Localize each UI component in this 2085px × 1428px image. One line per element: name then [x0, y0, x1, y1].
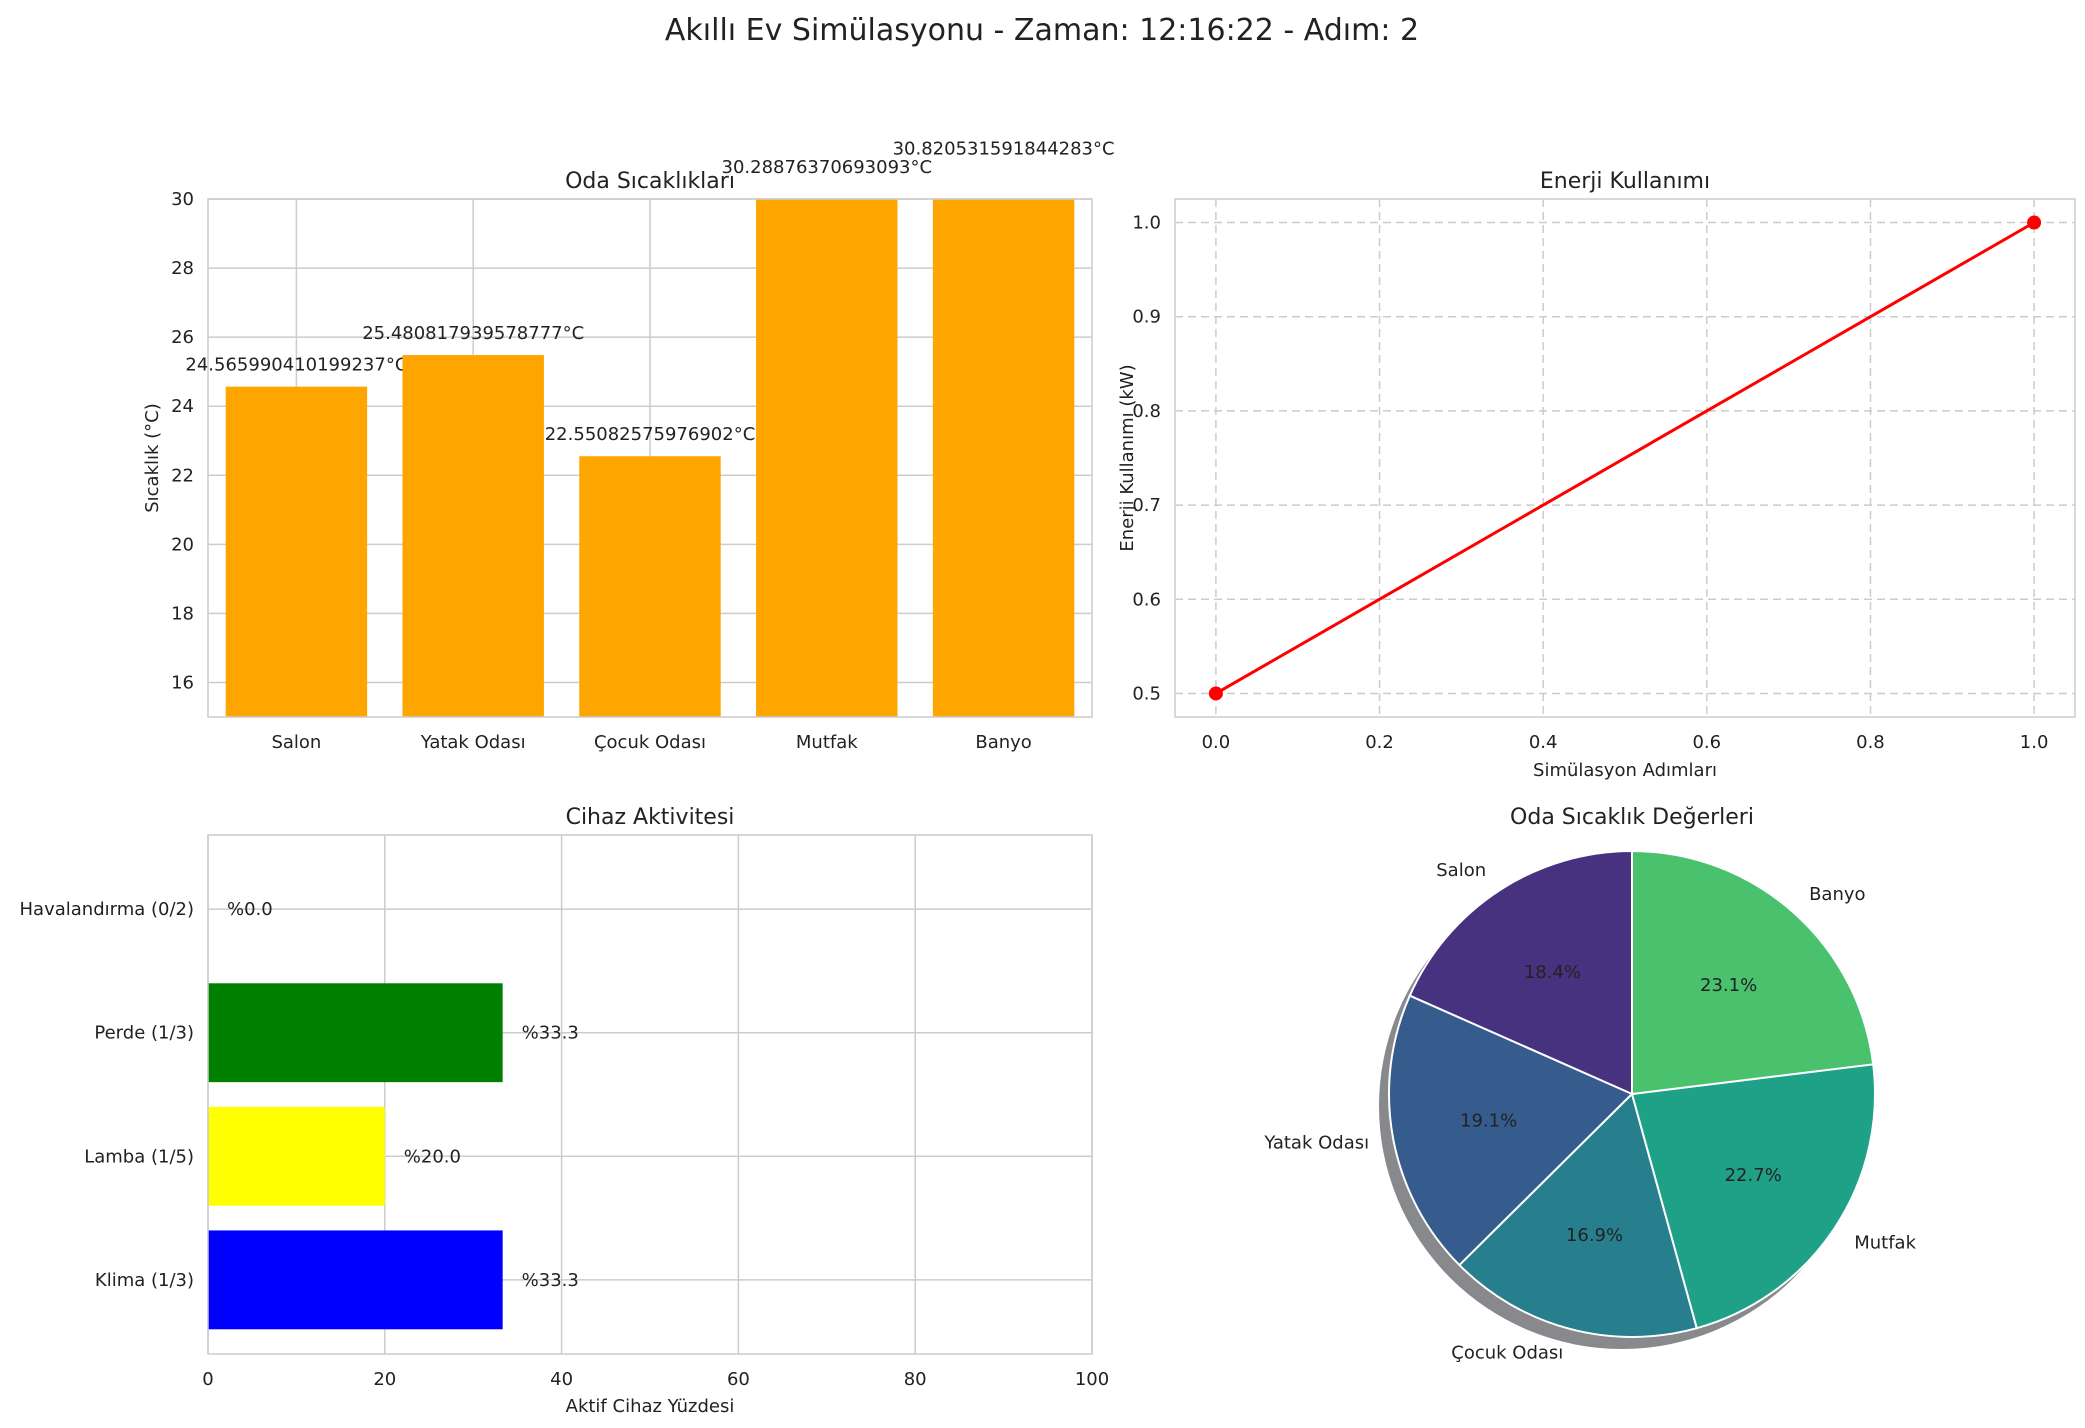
x-tick-label: 0.0 [1202, 732, 1231, 753]
bar-value-label: 30.28876370693093°C [722, 157, 933, 178]
temperature-bar [402, 355, 544, 717]
bar-value-label: 30.820531591844283°C [893, 139, 1115, 160]
energy-data-point [2027, 215, 2042, 230]
pie-percent-label: 22.7% [1725, 1165, 1782, 1186]
x-tick-label: 60 [727, 1369, 750, 1390]
bar-value-label: %33.3 [522, 1023, 579, 1044]
x-tick-label: Salon [271, 732, 321, 753]
y-tick-label: Havalandırma (0/2) [20, 899, 195, 920]
temperature-bar [579, 456, 721, 717]
temperature-bar [756, 199, 898, 717]
x-axis-label: Aktif Cihaz Yüzdesi [566, 1396, 735, 1417]
y-tick-label: 16 [171, 672, 194, 693]
pie-slice-label: Mutfak [1854, 1233, 1916, 1254]
pie-percent-label: 16.9% [1566, 1225, 1623, 1246]
pie-slice [1408, 849, 1633, 1096]
y-axis-label: Sıcaklık (°C) [142, 403, 163, 513]
axes-title: Enerji Kullanımı [1540, 169, 1710, 194]
x-tick-label: 0.4 [1529, 732, 1558, 753]
y-tick-label: Lamba (1/5) [84, 1146, 194, 1167]
y-tick-label: 0.5 [1132, 683, 1161, 704]
x-tick-label: 0.6 [1692, 732, 1721, 753]
pie-slice-label: Yatak Odası [1263, 1132, 1369, 1153]
axes-title: Oda Sıcaklık Değerleri [1510, 805, 1754, 830]
x-tick-label: 20 [373, 1369, 396, 1390]
bar-value-label: 22.55082575976902°C [545, 424, 756, 445]
room-temperature-pie-chart: Oda Sıcaklık Değerleri 18.4% Salon 19.1% Yat… [1263, 805, 1916, 1363]
y-tick-label: Klima (1/3) [95, 1270, 194, 1291]
x-tick-label: Banyo [975, 732, 1031, 753]
pie-percent-label: 23.1% [1700, 975, 1757, 996]
y-tick-label: 18 [171, 603, 194, 624]
y-tick-label: 0.8 [1132, 401, 1161, 422]
y-tick-label: 26 [171, 327, 194, 348]
bar-value-label: %0.0 [227, 899, 273, 920]
figure-title: Akıllı Ev Simülasyonu - Zaman: 12:16:22 … [665, 13, 1419, 48]
y-tick-label: 0.6 [1132, 589, 1161, 610]
pie-slice [1458, 1092, 1699, 1338]
y-tick-label: 0.9 [1132, 307, 1161, 328]
pie-slice-label: Salon [1436, 860, 1486, 881]
x-tick-label: 0.8 [1856, 732, 1885, 753]
y-tick-label: 30 [171, 189, 194, 210]
device-activity-bar [208, 983, 503, 1083]
axes-frame [207, 198, 1093, 718]
room-temperatures-chart: 16 18 20 22 24 26 28 30 24.565990410199237°C Salo… [142, 139, 1115, 753]
axes-frame [207, 834, 1093, 1355]
bar-value-label: 25.480817939578777°C [362, 323, 584, 344]
energy-data-point [1208, 686, 1223, 701]
device-activity-bar [208, 1106, 385, 1206]
y-tick-label: 0.7 [1132, 495, 1161, 516]
x-axis-label: Simülasyon Adımları [1533, 760, 1717, 781]
axes-title: Oda Sıcaklıkları [565, 169, 735, 194]
y-axis-label: Enerji Kullanımı (kW) [1117, 364, 1138, 551]
x-tick-label: 80 [904, 1369, 927, 1390]
axes-title: Cihaz Aktivitesi [566, 805, 735, 830]
pie-percent-label: 18.4% [1524, 962, 1581, 983]
pie-slice-label: Çocuk Odası [1451, 1342, 1563, 1363]
y-tick-label: 1.0 [1132, 213, 1161, 234]
x-tick-label: 40 [550, 1369, 573, 1390]
y-tick-label: 20 [171, 534, 194, 555]
y-tick-label: Perde (1/3) [94, 1023, 194, 1044]
energy-series-line [1215, 221, 2035, 695]
pie-slice-label: Banyo [1809, 884, 1865, 905]
temperature-bar [225, 386, 368, 717]
x-tick-label: 100 [1075, 1369, 1109, 1390]
x-tick-label: Mutfak [796, 732, 858, 753]
temperature-bar [932, 199, 1075, 717]
pie-slice [1387, 994, 1634, 1267]
y-tick-label: 28 [171, 258, 194, 279]
y-tick-label: 22 [171, 465, 194, 486]
x-tick-label: 0.2 [1365, 732, 1394, 753]
pie-slice [1631, 849, 1875, 1096]
bar-value-label: %33.3 [522, 1270, 579, 1291]
bar-value-label: 24.565990410199237°C [185, 355, 407, 376]
x-tick-label: Çocuk Odası [594, 732, 706, 753]
x-tick-label: Yatak Odası [420, 732, 526, 753]
axes-frame [1174, 198, 2076, 718]
device-activity-chart: 0 20 40 60 80 100 %33.3 Klima (1/3) %20.0 Lamba (… [20, 805, 1110, 1417]
device-activity-bar [208, 1230, 503, 1330]
energy-usage-chart: 0.0 0.2 0.4 0.6 0.8 1.0 0.5 0.6 0.7 0.8 0.9 1.0 Ener… [1117, 169, 2076, 781]
pie-percent-label: 19.1% [1460, 1110, 1517, 1131]
x-tick-label: 1.0 [2020, 732, 2049, 753]
bar-value-label: %20.0 [404, 1146, 461, 1167]
y-tick-label: 24 [171, 396, 194, 417]
x-tick-label: 0 [202, 1369, 213, 1390]
pie-slice [1630, 1063, 1876, 1330]
